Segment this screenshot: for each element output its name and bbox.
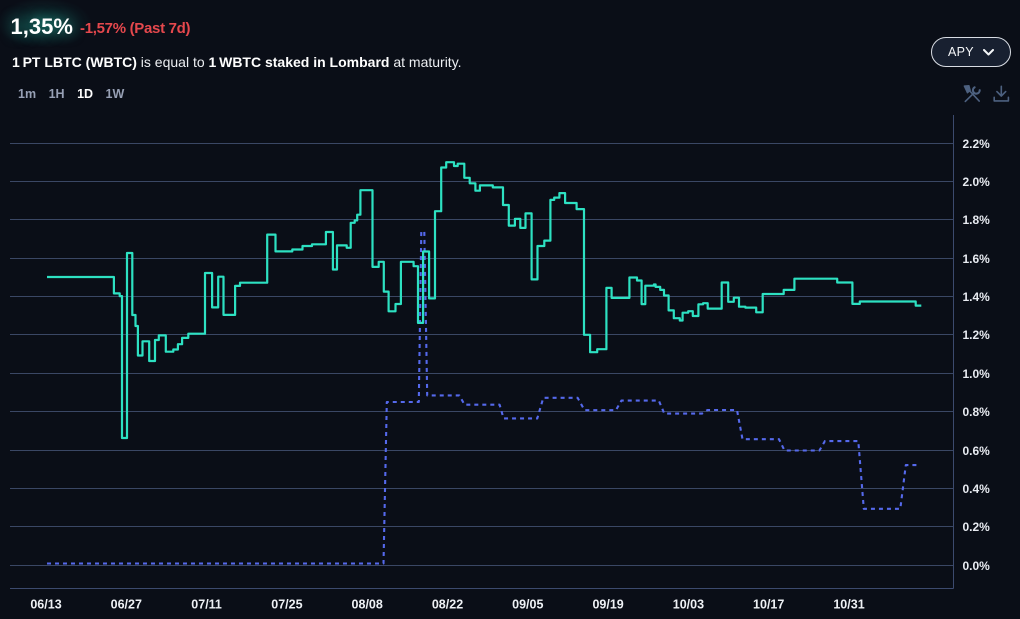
svg-text:07/25: 07/25 <box>271 598 302 612</box>
svg-text:1.6%: 1.6% <box>963 252 991 266</box>
svg-text:2.0%: 2.0% <box>963 175 991 189</box>
svg-text:0.2%: 0.2% <box>963 520 991 534</box>
svg-text:1.2%: 1.2% <box>963 328 991 342</box>
svg-text:0.6%: 0.6% <box>963 444 991 458</box>
svg-text:06/13: 06/13 <box>30 598 61 612</box>
svg-text:1.8%: 1.8% <box>963 213 991 227</box>
svg-text:1.4%: 1.4% <box>963 290 991 304</box>
svg-text:1.0%: 1.0% <box>963 367 991 381</box>
svg-text:0.0%: 0.0% <box>963 559 991 573</box>
svg-text:08/22: 08/22 <box>432 598 463 612</box>
svg-text:06/27: 06/27 <box>111 598 142 612</box>
svg-text:09/19: 09/19 <box>592 598 623 612</box>
svg-text:2.2%: 2.2% <box>963 137 991 151</box>
svg-text:09/05: 09/05 <box>512 598 543 612</box>
svg-text:10/31: 10/31 <box>833 598 864 612</box>
svg-text:08/08: 08/08 <box>352 598 383 612</box>
svg-text:07/11: 07/11 <box>191 598 222 612</box>
svg-text:10/03: 10/03 <box>673 598 704 612</box>
svg-text:10/17: 10/17 <box>753 598 784 612</box>
svg-text:0.8%: 0.8% <box>963 405 991 419</box>
svg-text:0.4%: 0.4% <box>963 482 991 496</box>
